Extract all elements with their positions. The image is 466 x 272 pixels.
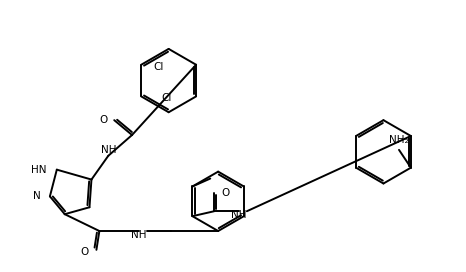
Text: O: O — [80, 247, 89, 257]
Text: NH: NH — [101, 145, 116, 155]
Text: HN: HN — [31, 165, 47, 175]
Text: NH: NH — [231, 210, 247, 220]
Text: NH₂: NH₂ — [389, 135, 409, 145]
Text: O: O — [99, 115, 107, 125]
Text: Cl: Cl — [154, 62, 164, 72]
Text: O: O — [221, 188, 229, 198]
Text: Cl: Cl — [162, 93, 172, 103]
Text: NH: NH — [131, 230, 147, 240]
Text: N: N — [33, 191, 41, 201]
